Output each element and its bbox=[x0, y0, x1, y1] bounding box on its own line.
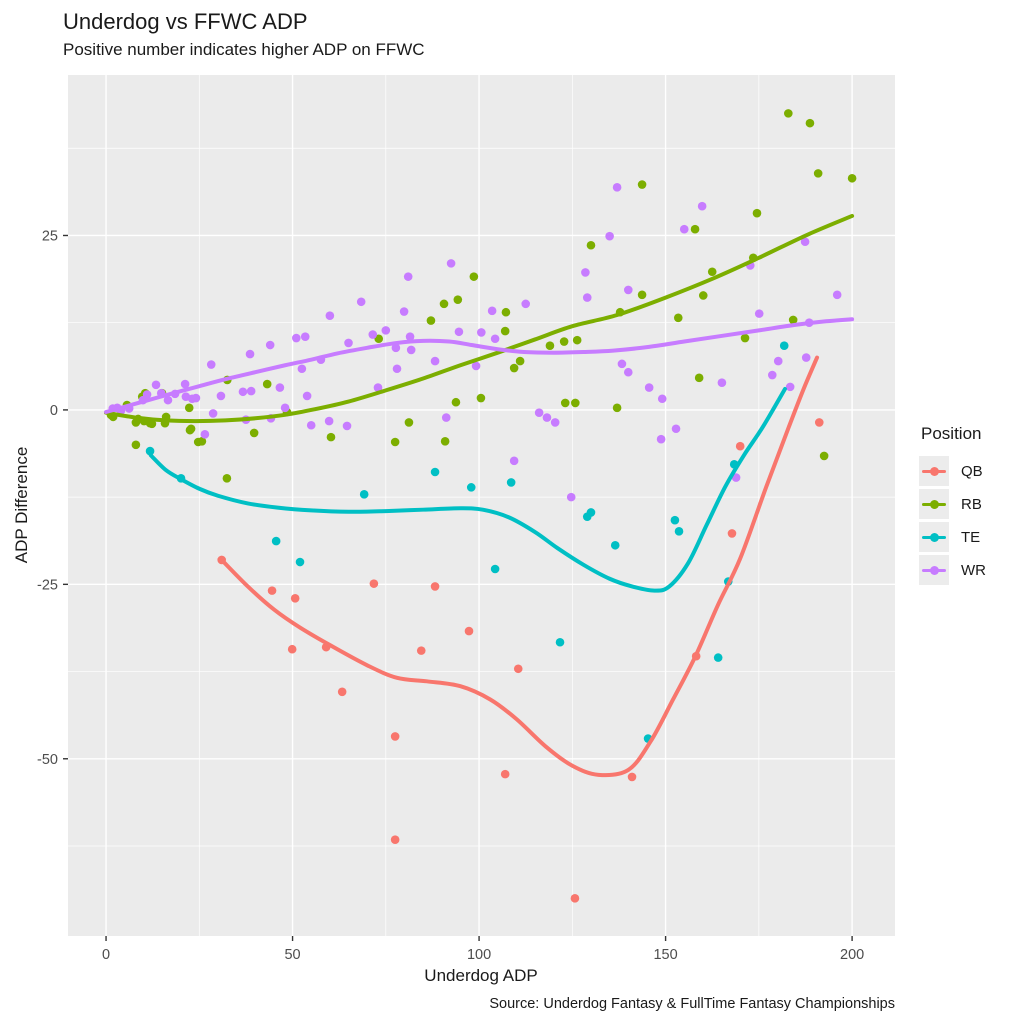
x-axis-title: Underdog ADP bbox=[424, 966, 538, 985]
smooth-line-RB bbox=[104, 213, 855, 424]
svg-text:50: 50 bbox=[284, 947, 300, 963]
legend-key-rb-icon bbox=[919, 489, 949, 519]
svg-text:100: 100 bbox=[467, 947, 491, 963]
legend-key-wr-icon bbox=[919, 555, 949, 585]
smooth-line-TE bbox=[148, 386, 787, 593]
legend-entry-te: TE bbox=[919, 522, 986, 552]
legend-title: Position bbox=[921, 424, 982, 443]
svg-text:200: 200 bbox=[840, 947, 864, 963]
legend-label-qb: QB bbox=[961, 462, 983, 480]
svg-text:-25: -25 bbox=[37, 577, 58, 593]
svg-text:150: 150 bbox=[653, 947, 677, 963]
grid-minor bbox=[68, 75, 895, 936]
smooth-lines bbox=[104, 213, 855, 778]
legend-entry-qb: QB bbox=[919, 456, 986, 486]
chart-caption: Source: Underdog Fantasy & FullTime Fant… bbox=[489, 996, 895, 1012]
svg-text:0: 0 bbox=[50, 403, 58, 419]
legend-key-te-icon bbox=[919, 522, 949, 552]
legend-key-qb-icon bbox=[919, 456, 949, 486]
smooth-line-QB bbox=[219, 355, 820, 778]
series-points-TE bbox=[145, 341, 789, 743]
legend: Position QB RB TE WR bbox=[919, 424, 986, 588]
legend-label-te: TE bbox=[961, 528, 981, 546]
svg-text:-50: -50 bbox=[37, 752, 58, 768]
smooth-line-WR bbox=[104, 317, 855, 415]
legend-entry-rb: RB bbox=[919, 489, 986, 519]
grid-major bbox=[68, 75, 895, 936]
axis-ticks bbox=[63, 234, 853, 941]
scatter-points bbox=[106, 109, 857, 903]
svg-text:0: 0 bbox=[102, 947, 110, 963]
chart-title: Underdog vs FFWC ADP bbox=[63, 9, 308, 34]
panel-background bbox=[68, 75, 895, 936]
chart-subtitle: Positive number indicates higher ADP on … bbox=[63, 40, 425, 59]
legend-label-rb: RB bbox=[961, 495, 982, 513]
legend-label-wr: WR bbox=[961, 561, 986, 579]
y-axis-title: ADP Difference bbox=[12, 446, 31, 564]
legend-entry-wr: WR bbox=[919, 555, 986, 585]
svg-text:25: 25 bbox=[42, 228, 58, 244]
